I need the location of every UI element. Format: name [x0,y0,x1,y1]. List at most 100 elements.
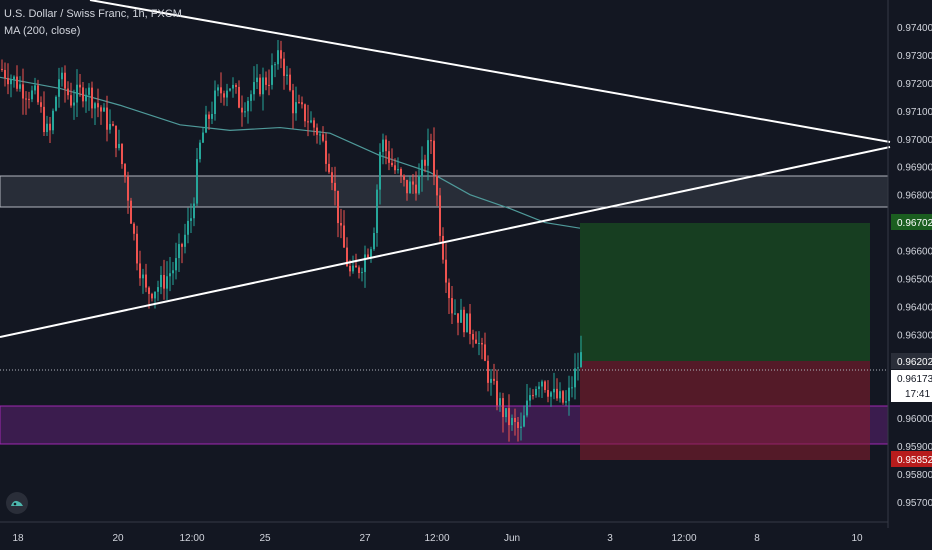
entry-price-badge: 0.96202 [891,353,932,369]
target-price-badge: 0.96702 [891,214,932,230]
candle-body [1,68,3,70]
candle-body [211,114,213,119]
candle-body [274,64,276,66]
current-price-label: 0.96173 [897,374,932,385]
candle-body [454,313,456,315]
candle-body [124,164,126,177]
candle-body [544,381,546,391]
candle-body [151,293,153,299]
price-tick-label: 0.97300 [897,51,932,62]
candle-body [262,77,264,95]
candle-body [397,169,399,171]
candle-body [34,85,36,91]
candle-body [577,367,579,369]
candle-body [70,95,72,106]
candle-body [535,389,537,396]
candle-body [484,344,486,361]
candle-body [67,88,69,96]
candle-body [163,274,165,289]
candle-body [301,102,303,105]
lower-trendline[interactable] [0,146,891,338]
time-tick-label: 27 [359,533,371,544]
target-price-label: 0.96702 [897,218,932,229]
candle-body [316,127,318,135]
candle-body [223,93,225,98]
candle-body [7,77,9,85]
candle-body [22,84,24,99]
tradingview-logo-icon[interactable] [6,492,28,514]
candle-body [433,140,435,176]
candle-body [292,90,294,114]
candle-body [502,398,504,418]
candle-body [475,339,477,344]
price-tick-label: 0.95900 [897,442,932,453]
candle-body [268,84,270,86]
candle-body [472,334,474,340]
indicator-label: MA (200, close) [4,25,81,37]
candle-body [304,104,306,122]
candle-body [253,82,255,95]
candle-body [574,368,576,388]
resistance-zone [0,175,889,208]
candle-body [547,390,549,397]
candle-body [250,94,252,101]
candle-body [445,259,447,283]
time-tick-label: 8 [754,533,760,544]
time-tick-label: 10 [851,533,863,544]
candle-body [439,195,441,236]
candle-body [40,102,42,107]
candle-body [148,287,150,294]
candle-body [154,291,156,299]
candle-body [526,400,528,416]
time-tick-label: 25 [259,533,271,544]
candle-body [226,90,228,98]
candle-body [520,426,522,428]
candle-body [463,309,465,333]
candle-body [193,203,195,219]
candle-body [58,79,60,97]
candle-body [64,72,66,89]
candle-body [430,140,432,142]
candle-body [340,223,342,226]
candle-body [355,265,357,268]
candle-body [157,287,159,292]
candle-body [382,139,384,152]
candle-body [184,234,186,247]
candle-body [436,175,438,196]
candle-body [136,233,138,264]
candle-body [187,220,189,235]
upper-trendline[interactable] [89,0,891,143]
candle-body [16,76,18,89]
candle-body [325,140,327,164]
candle-body [13,76,15,80]
candle-body [76,84,78,103]
candle-body [49,123,51,131]
time-tick-label: 3 [607,533,613,544]
candle-body [361,272,363,274]
price-tick-label: 0.95800 [897,470,932,481]
candle-body [289,74,291,91]
time-axis[interactable]: 18 20 12:00 25 27 12:00 Jun 3 12:00 8 10 [12,533,863,544]
price-tick-label: 0.96900 [897,163,932,174]
candle-body [208,114,210,119]
time-tick-label: 12:00 [424,533,449,544]
price-tick-label: 0.97400 [897,23,932,34]
candles-layer [1,39,582,442]
candle-body [169,273,171,277]
candle-body [400,169,402,176]
candle-body [550,392,552,397]
current-price-badge: 0.96173 17:41 [891,370,932,402]
candle-body [277,50,279,65]
candle-body [88,87,90,95]
candle-body [508,408,510,426]
candle-body [538,386,540,390]
price-tick-label: 0.96600 [897,247,932,258]
candle-body [466,313,468,333]
price-tick-label: 0.96500 [897,274,932,285]
candle-body [82,87,84,102]
stop-loss-zone [580,361,870,460]
candle-body [406,179,408,194]
moving-average-layer [0,76,581,229]
candle-body [553,388,555,393]
